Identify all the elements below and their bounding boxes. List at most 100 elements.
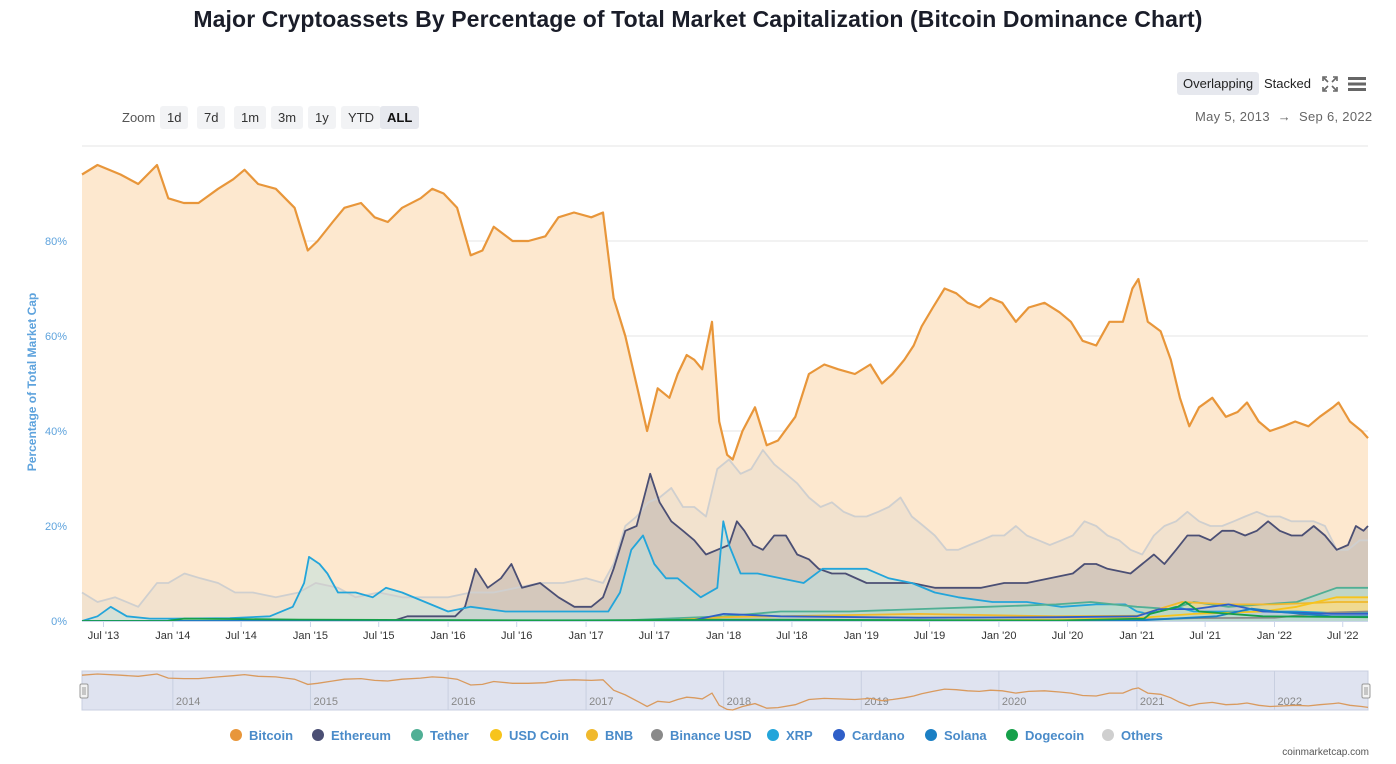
navigator: 2014 2015 2016 2017 2018 2019 2020 2021 2022: [79, 670, 1371, 711]
navigator-tick-label: 2014: [176, 696, 200, 708]
x-tick-label: Jul '15: [363, 630, 394, 642]
stacked-mode-button[interactable]: Stacked: [1264, 76, 1311, 91]
x-tick-label: Jan '22: [1257, 630, 1292, 642]
legend-marker: [925, 729, 937, 741]
dominance-chart[interactable]: 0% 20% 40% 60% 80% Jul '13 Jan '14 Jul '14 Jan '…: [0, 0, 1396, 720]
navigator-series-bitcoin: [81, 673, 1369, 711]
series-area-tether: [82, 587, 1368, 621]
date-to[interactable]: Sep 6, 2022: [1299, 109, 1373, 124]
y-tick-label: 20%: [45, 521, 67, 533]
y-tick-label: 80%: [45, 236, 67, 248]
legend-label: USD Coin: [509, 727, 569, 743]
navigator-tick-label: 2016: [451, 696, 475, 708]
legend-item-solana[interactable]: Solana: [925, 726, 987, 744]
x-tick-label: Jul '22: [1327, 630, 1358, 642]
date-arrow: →: [1277, 109, 1292, 124]
legend-marker: [586, 729, 598, 741]
series-area-bitcoin: [82, 165, 1368, 621]
x-tick-label: Jan '21: [1119, 630, 1154, 642]
zoom-7d-button[interactable]: 7d: [197, 106, 226, 129]
y-tick-label: 60%: [45, 331, 67, 343]
legend-item-xrp[interactable]: XRP: [767, 726, 813, 744]
series-areas: [82, 165, 1368, 621]
zoom-1d-button[interactable]: 1d: [160, 106, 189, 129]
zoom-all-button[interactable]: ALL: [380, 106, 420, 129]
legend-label: Tether: [430, 727, 469, 743]
legend-label: Dogecoin: [1025, 727, 1085, 743]
navigator-tick-label: 2021: [1140, 696, 1164, 708]
series-line-cardano[interactable]: [82, 603, 1368, 622]
legend-item-bitcoin[interactable]: Bitcoin: [230, 726, 293, 744]
legend-item-others[interactable]: Others: [1102, 726, 1163, 744]
x-tick-label: Jul '17: [639, 630, 670, 642]
axes: 0% 20% 40% 60% 80% Jul '13 Jan '14 Jul '14 Jan '…: [45, 236, 1368, 642]
legend-marker: [312, 729, 324, 741]
series-area-xrp: [82, 521, 1368, 621]
legend-marker: [1102, 729, 1114, 741]
legend-label: XRP: [786, 727, 813, 743]
series-lines: [81, 163, 1369, 622]
y-axis-label: Percentage of Total Market Cap: [25, 293, 39, 472]
legend-item-tether[interactable]: Tether: [411, 726, 469, 744]
x-tick-label: Jul '16: [501, 630, 532, 642]
legend-label: Ethereum: [331, 727, 391, 743]
legend-item-bnb[interactable]: BNB: [586, 726, 633, 744]
x-tick-label: Jul '20: [1052, 630, 1083, 642]
x-tick-label: Jan '15: [293, 630, 328, 642]
zoom-1y-button[interactable]: 1y: [308, 106, 336, 129]
legend-item-dogecoin[interactable]: Dogecoin: [1006, 726, 1084, 744]
legend-marker: [833, 729, 845, 741]
x-tick-label: Jan '19: [844, 630, 879, 642]
navigator-left-handle[interactable]: [79, 683, 89, 699]
y-tick-label: 0%: [51, 616, 67, 628]
series-line-bitcoin[interactable]: [81, 163, 1369, 461]
page-title: Major Cryptoassets By Percentage of Tota…: [193, 6, 1203, 32]
legend-label: Solana: [944, 727, 987, 743]
menu-icon[interactable]: [1348, 76, 1366, 92]
legend-label: BNB: [605, 727, 634, 743]
zoom-ytd-button[interactable]: YTD: [341, 106, 381, 129]
navigator-tick-label: 2017: [589, 696, 613, 708]
x-tick-label: Jul '21: [1189, 630, 1220, 642]
legend-label: Bitcoin: [249, 727, 294, 743]
navigator-tick-label: 2015: [313, 696, 337, 708]
legend-label: Cardano: [852, 727, 905, 743]
series-line-dogecoin[interactable]: [82, 601, 1369, 622]
x-tick-label: Jan '18: [706, 630, 741, 642]
x-tick-label: Jul '13: [88, 630, 119, 642]
y-tick-label: 40%: [45, 426, 67, 438]
navigator-tick-label: 2019: [864, 696, 888, 708]
credit: coinmarketcap.com: [1282, 747, 1369, 758]
navigator-tick-label: 2018: [727, 696, 751, 708]
legend-item-usd-coin[interactable]: USD Coin: [490, 726, 569, 744]
fullscreen-icon[interactable]: [1321, 75, 1339, 93]
x-tick-label: Jul '18: [776, 630, 807, 642]
zoom-3m-button[interactable]: 3m: [271, 106, 304, 129]
zoom-label: Zoom: [122, 110, 156, 125]
legend-item-cardano[interactable]: Cardano: [833, 726, 905, 744]
legend-marker: [230, 729, 242, 741]
x-tick-label: Jan '20: [981, 630, 1016, 642]
date-range: May 5, 2013 → Sep 6, 2022: [1193, 109, 1374, 124]
legend-label: Others: [1121, 727, 1163, 743]
legend-marker: [651, 729, 663, 741]
legend-marker: [411, 729, 423, 741]
legend-marker: [490, 729, 502, 741]
legend-marker: [767, 729, 779, 741]
legend: Bitcoin Ethereum Tether USD Coin BNB Binance …: [0, 726, 1396, 744]
legend-item-binance-usd[interactable]: Binance USD: [651, 726, 752, 744]
legend-item-ethereum[interactable]: Ethereum: [312, 726, 391, 744]
navigator-tick-label: 2020: [1002, 696, 1026, 708]
x-tick-label: Jan '16: [431, 630, 466, 642]
zoom-1m-button[interactable]: 1m: [234, 106, 267, 129]
date-from[interactable]: May 5, 2013: [1195, 109, 1270, 124]
overlapping-mode-button[interactable]: Overlapping: [1177, 72, 1260, 95]
legend-label: Binance USD: [670, 727, 752, 743]
series-line-ethereum[interactable]: [82, 472, 1369, 622]
legend-marker: [1006, 729, 1018, 741]
x-tick-label: Jul '19: [914, 630, 945, 642]
x-tick-label: Jul '14: [225, 630, 256, 642]
navigator-right-handle[interactable]: [1361, 683, 1371, 699]
x-tick-label: Jan '17: [568, 630, 603, 642]
x-tick-label: Jan '14: [155, 630, 190, 642]
